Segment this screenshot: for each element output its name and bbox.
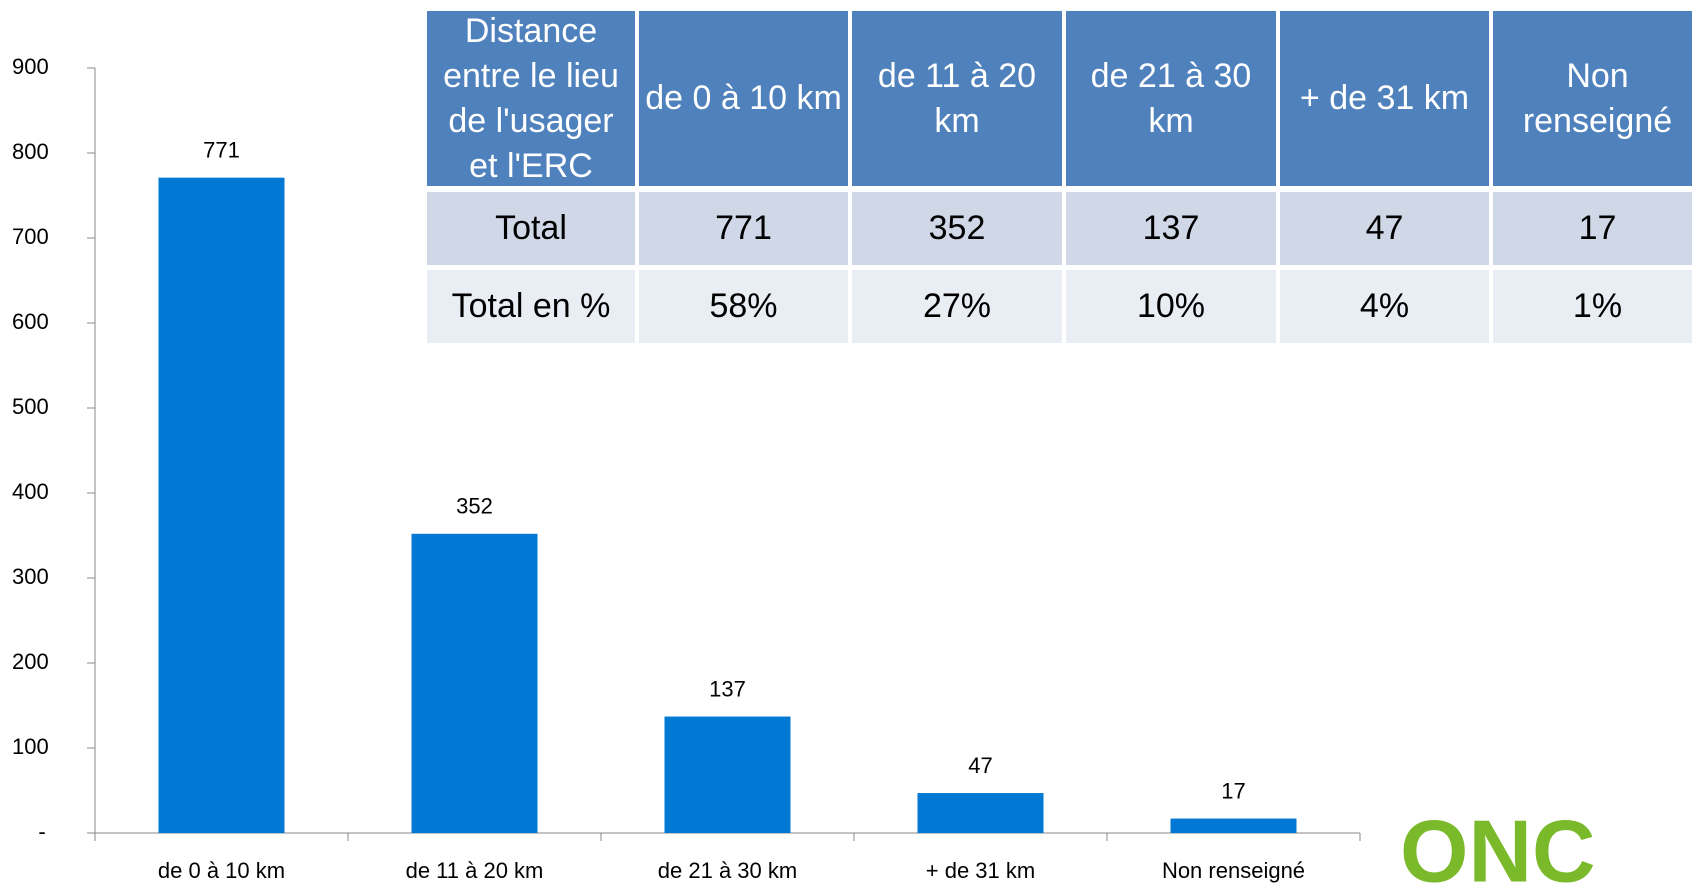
data-label: 137: [709, 676, 746, 701]
y-tick-label: 500: [12, 394, 49, 419]
table-cell: 4%: [1280, 270, 1489, 343]
bar: [664, 716, 791, 833]
data-label: 352: [456, 494, 493, 519]
x-tick-label: Non renseigné: [1162, 858, 1305, 883]
x-tick-label: de 11 à 20 km: [406, 858, 544, 883]
header-cell: de 11 à 20 km: [852, 11, 1062, 186]
bar: [917, 793, 1044, 833]
y-tick-label: -: [38, 819, 45, 844]
table-cell: 58%: [639, 270, 848, 343]
table-cell: 17: [1493, 192, 1692, 265]
y-tick-label: 200: [12, 649, 49, 674]
table-cell: 771: [639, 192, 848, 265]
y-tick-label: 400: [12, 479, 49, 504]
x-tick-label: de 21 à 30 km: [658, 858, 797, 883]
bar: [411, 533, 538, 833]
data-label: 771: [203, 137, 240, 162]
header-cell: de 21 à 30 km: [1066, 11, 1276, 186]
y-tick-label: 100: [12, 734, 49, 759]
y-tick-label: 900: [12, 54, 49, 79]
table-cell: 10%: [1066, 270, 1276, 343]
bar: [1170, 818, 1297, 833]
x-tick-label: de 0 à 10 km: [158, 858, 285, 883]
data-label: 17: [1221, 778, 1245, 803]
header-cell: Non renseigné: [1493, 11, 1692, 186]
table-cell: 1%: [1493, 270, 1692, 343]
table-cell: Total: [427, 192, 635, 265]
table-cell: 352: [852, 192, 1062, 265]
table-cell: 47: [1280, 192, 1489, 265]
x-tick-label: + de 31 km: [926, 858, 1035, 883]
data-label: 47: [968, 753, 992, 778]
y-tick-label: 600: [12, 309, 49, 334]
table-cell: 27%: [852, 270, 1062, 343]
logo: ONC: [1400, 801, 1596, 885]
bar: [158, 177, 285, 833]
header-cell: + de 31 km: [1280, 11, 1489, 186]
y-tick-label: 300: [12, 564, 49, 589]
y-tick-label: 800: [12, 139, 49, 164]
table-cell: Total en %: [427, 270, 635, 343]
header-cell: Distance entre le lieu de l'usager et l'…: [427, 11, 635, 186]
header-cell: de 0 à 10 km: [639, 11, 848, 186]
table-cell: 137: [1066, 192, 1276, 265]
y-tick-label: 700: [12, 224, 49, 249]
